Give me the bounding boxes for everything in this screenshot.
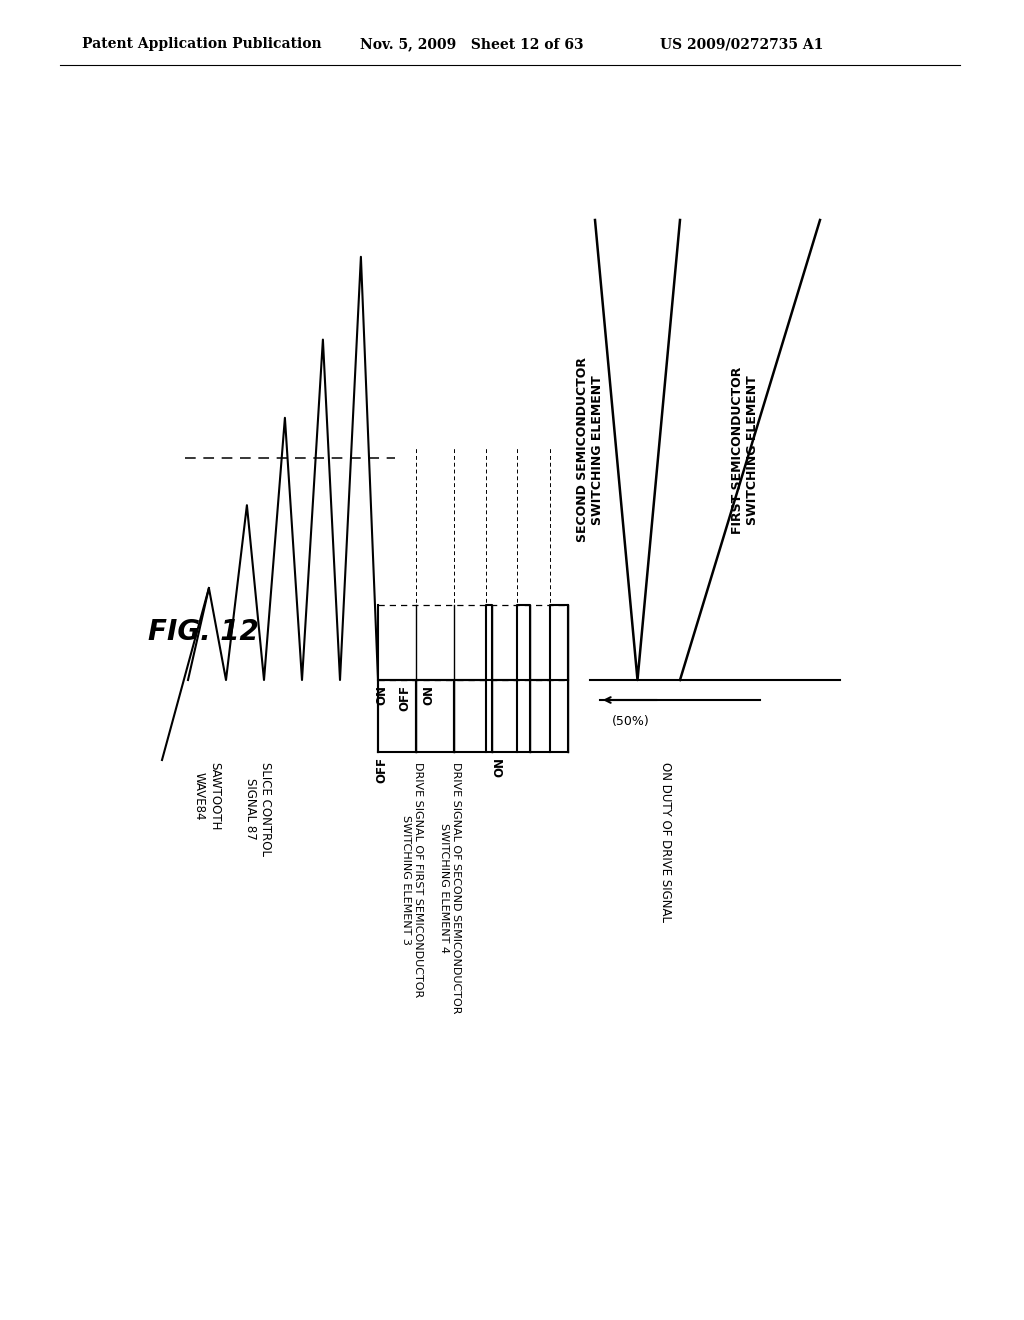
Text: DRIVE SIGNAL OF FIRST SEMICONDUCTOR
SWITCHING ELEMENT 3: DRIVE SIGNAL OF FIRST SEMICONDUCTOR SWIT… — [401, 762, 423, 997]
Text: OFF: OFF — [398, 685, 411, 711]
Text: US 2009/0272735 A1: US 2009/0272735 A1 — [660, 37, 823, 51]
Text: SECOND SEMICONDUCTOR
SWITCHING ELEMENT: SECOND SEMICONDUCTOR SWITCHING ELEMENT — [575, 358, 604, 543]
Text: ON: ON — [494, 756, 506, 777]
Text: ON DUTY OF DRIVE SIGNAL: ON DUTY OF DRIVE SIGNAL — [658, 762, 672, 921]
Text: Patent Application Publication: Patent Application Publication — [82, 37, 322, 51]
Text: FIG. 12: FIG. 12 — [148, 618, 259, 645]
Text: SAWTOOTH
WAVE84: SAWTOOTH WAVE84 — [193, 762, 221, 830]
Text: DRIVE SIGNAL OF SECOND SEMICONDUCTOR
SWITCHING ELEMENT 4: DRIVE SIGNAL OF SECOND SEMICONDUCTOR SWI… — [439, 762, 461, 1014]
Text: FIRST SEMICONDUCTOR
SWITCHING ELEMENT: FIRST SEMICONDUCTOR SWITCHING ELEMENT — [731, 367, 759, 533]
Text: ON: ON — [376, 685, 388, 705]
Text: Nov. 5, 2009   Sheet 12 of 63: Nov. 5, 2009 Sheet 12 of 63 — [360, 37, 584, 51]
Text: ON: ON — [423, 685, 436, 705]
Text: (50%): (50%) — [612, 715, 650, 729]
Text: SLICE CONTROL
SIGNAL 87: SLICE CONTROL SIGNAL 87 — [244, 762, 272, 855]
Text: OFF: OFF — [376, 756, 388, 783]
